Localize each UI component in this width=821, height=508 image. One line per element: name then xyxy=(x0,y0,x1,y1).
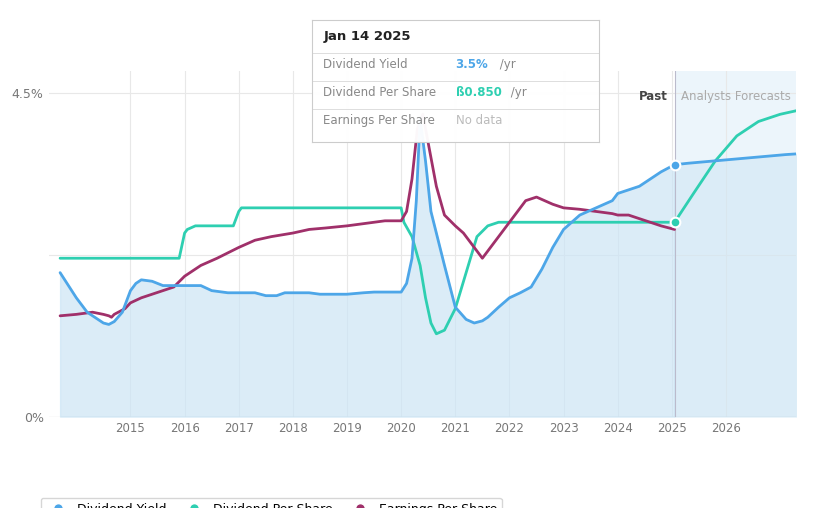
Bar xyxy=(675,71,796,417)
Text: 3.5%: 3.5% xyxy=(456,58,488,71)
Text: Dividend Yield: Dividend Yield xyxy=(323,58,408,71)
Text: /yr: /yr xyxy=(496,58,516,71)
Text: Past: Past xyxy=(640,90,668,103)
Text: No data: No data xyxy=(456,114,502,127)
Text: /yr: /yr xyxy=(507,86,527,99)
Text: Analysts Forecasts: Analysts Forecasts xyxy=(681,90,791,103)
Text: Jan 14 2025: Jan 14 2025 xyxy=(323,30,411,43)
Legend: Dividend Yield, Dividend Per Share, Earnings Per Share: Dividend Yield, Dividend Per Share, Earn… xyxy=(40,498,502,508)
Text: ß0.850: ß0.850 xyxy=(456,86,502,99)
Text: Earnings Per Share: Earnings Per Share xyxy=(323,114,435,127)
Text: Dividend Per Share: Dividend Per Share xyxy=(323,86,437,99)
